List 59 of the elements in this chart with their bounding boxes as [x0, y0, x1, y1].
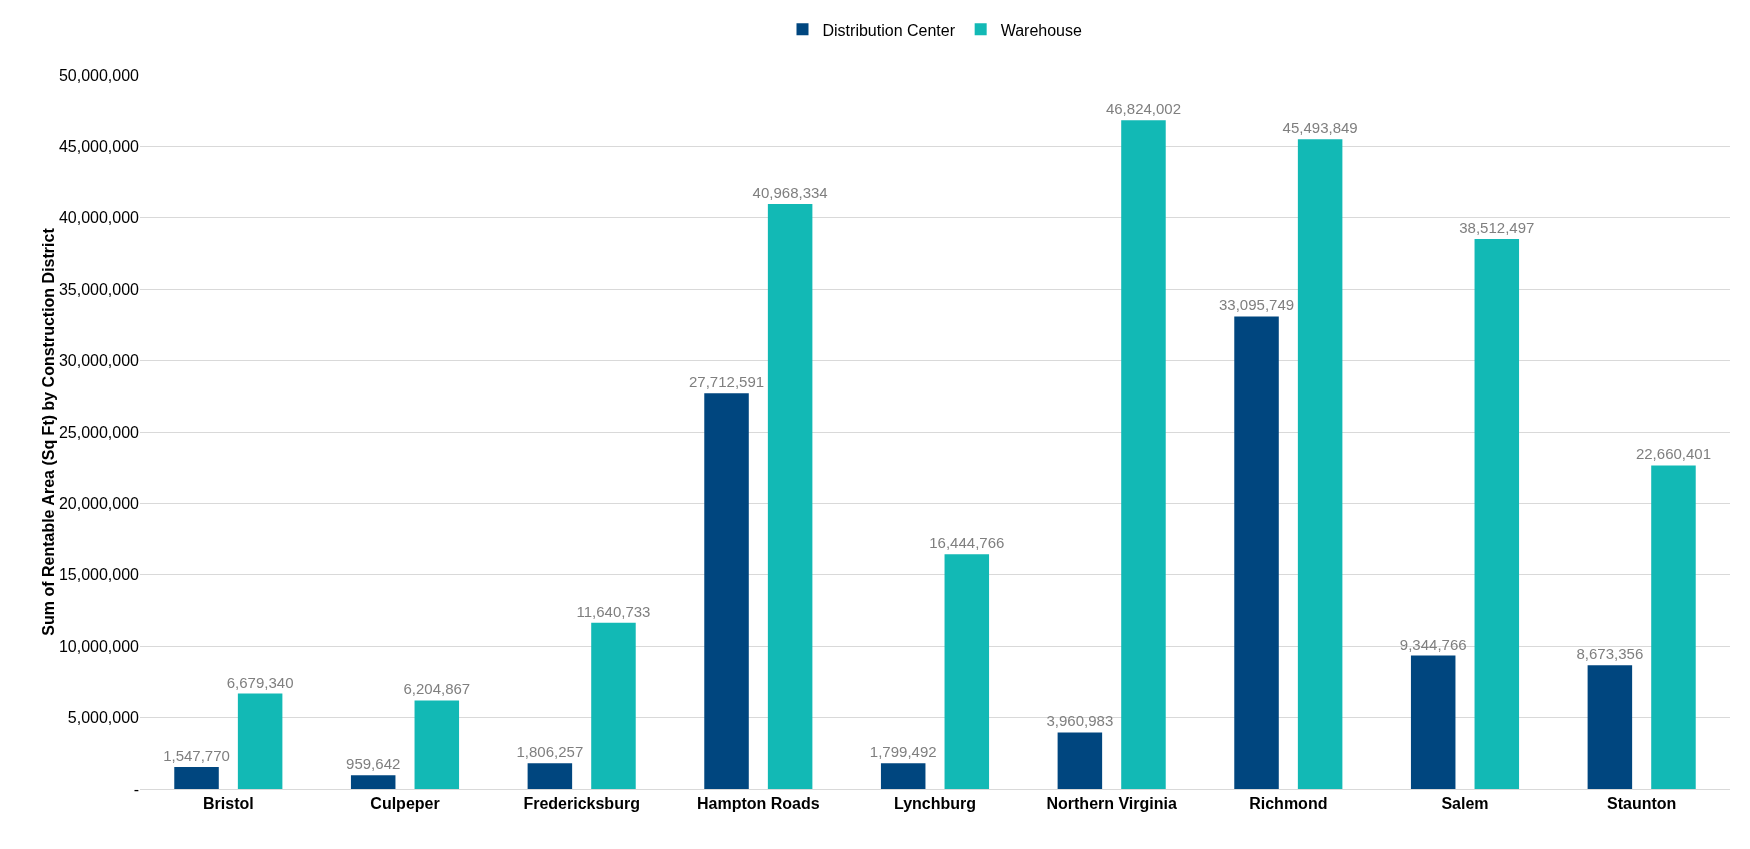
data-label: 16,444,766	[929, 534, 1005, 552]
y-tick-label: 20,000,000	[58, 495, 140, 512]
y-tick-label: 15,000,000	[58, 566, 140, 584]
bar	[1297, 139, 1343, 789]
y-tick-label: 50,000,000	[58, 66, 140, 84]
data-label: 40,968,334	[752, 183, 828, 201]
x-tick-label: Culpeper	[370, 795, 440, 813]
y-tick-label: 25,000,000	[58, 423, 140, 441]
data-label: 3,960,983	[1046, 712, 1114, 730]
data-label: 45,493,849	[1282, 119, 1358, 137]
y-tick-label: 30,000,000	[58, 352, 140, 370]
data-label: 33,095,749	[1218, 296, 1295, 314]
data-label: 959,642	[346, 755, 401, 773]
x-tick-label: Richmond	[1249, 795, 1328, 813]
data-label: 1,547,770	[163, 746, 230, 764]
x-tick-label: Staunton	[1607, 795, 1677, 813]
y-tick-label: 45,000,000	[58, 138, 140, 155]
bar	[1474, 239, 1520, 789]
data-label: 1,799,492	[869, 743, 937, 761]
bar	[944, 554, 990, 789]
bar	[237, 693, 283, 789]
bar	[591, 622, 636, 789]
bar	[1651, 465, 1696, 789]
bar	[174, 766, 219, 789]
bar	[1057, 732, 1103, 789]
bar	[1234, 316, 1279, 789]
data-label: 11,640,733	[576, 602, 651, 620]
y-tick-label: 35,000,000	[58, 280, 140, 298]
data-label: 9,344,766	[1399, 635, 1467, 653]
data-label: 27,712,591	[688, 373, 765, 391]
bar	[880, 763, 926, 789]
data-label: 6,679,340	[226, 673, 294, 691]
y-tick-label: -	[133, 780, 139, 798]
legend-label: Warehouse	[1000, 21, 1082, 39]
x-tick-label: Bristol	[202, 795, 254, 813]
bar	[414, 700, 460, 789]
y-axis-title: Sum of Rentable Area (Sq Ft) by Construction District	[39, 227, 57, 636]
data-label: 8,673,356	[1576, 645, 1644, 663]
bar	[350, 775, 396, 789]
x-tick-label: Hampton Roads	[696, 795, 820, 813]
x-tick-label: Northern Virginia	[1046, 795, 1177, 813]
bar	[1587, 665, 1633, 789]
data-label: 6,204,867	[403, 680, 471, 698]
data-label: 22,660,401	[1635, 445, 1712, 463]
x-tick-label: Lynchburg	[893, 795, 977, 813]
bar	[1410, 655, 1456, 789]
y-tick-label: 10,000,000	[58, 637, 140, 655]
y-tick-label: 40,000,000	[58, 209, 140, 227]
bar	[767, 203, 813, 789]
data-label: 46,824,002	[1105, 100, 1182, 118]
bar	[1121, 120, 1166, 789]
x-tick-label: Fredericksburg	[523, 795, 640, 813]
data-label: 1,806,257	[516, 743, 584, 761]
x-tick-label: Salem	[1441, 795, 1489, 813]
bar	[704, 393, 749, 789]
y-tick-label: 5,000,000	[67, 709, 140, 727]
bar	[527, 763, 573, 789]
legend-label: Distribution Center	[822, 21, 956, 39]
data-label: 38,512,497	[1459, 219, 1535, 237]
